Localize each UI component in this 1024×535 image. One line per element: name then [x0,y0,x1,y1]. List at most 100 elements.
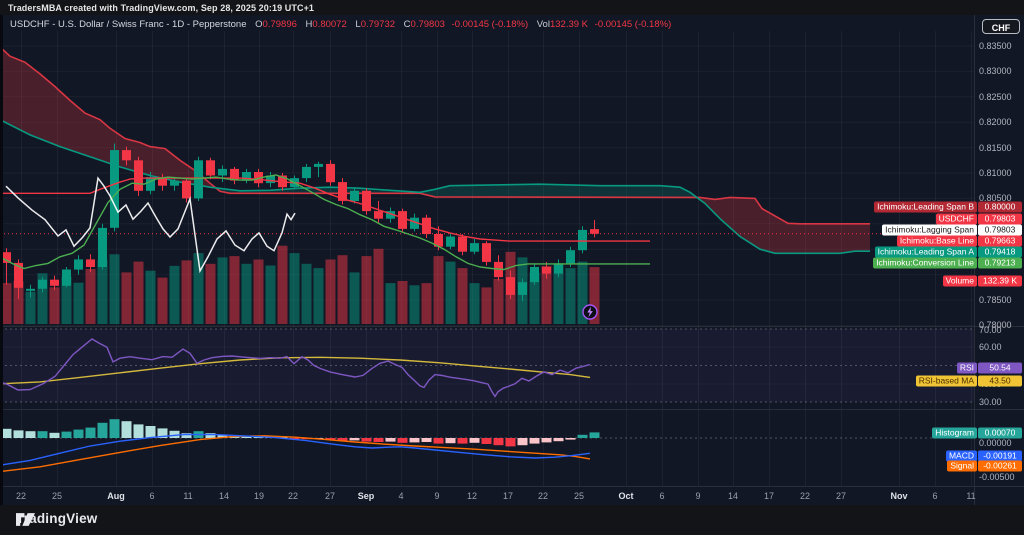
price-axis-label[interactable]: 0.83000 [979,66,1012,76]
price-axis-label[interactable]: 0.81000 [979,168,1012,178]
price-overlay-value-chip: 0.79803 [978,224,1022,236]
footer-bar: TradingView [0,505,1024,535]
rsi-axis-label[interactable]: 30.00 [979,397,1002,407]
price-axis-label[interactable]: 0.81500 [979,143,1012,153]
time-axis-label[interactable]: 19 [253,491,265,501]
macd-overlay-label-row: Signal -0.00261 [947,460,1022,472]
price-overlay-value-chip: 0.79803 [978,213,1022,225]
macd-overlay-name-chip[interactable]: MACD [945,450,977,462]
price-axis-label[interactable]: 0.83500 [979,41,1012,51]
time-axis-label[interactable]: 11 [183,491,193,501]
price-overlay-name-chip[interactable]: Volume [942,275,977,287]
high-value: 0.80072 [312,19,347,30]
price-overlay-label-row: USDCHF 0.79803 [935,213,1022,225]
open-value: 0.79896 [262,19,297,30]
time-axis-label[interactable]: 17 [763,491,775,501]
price-overlay-name-chip[interactable]: Ichimoku:Base Line [896,235,977,247]
macd-pane[interactable] [0,419,945,473]
volume-label: Vol [536,19,550,30]
time-axis-label[interactable]: 6 [932,491,938,501]
price-axis-label[interactable]: 0.82500 [979,92,1012,102]
price-axis-label[interactable]: 0.82000 [979,117,1012,127]
leading-span-b-line [0,46,870,225]
macd-overlay-value-chip: 0.00070 [978,427,1022,439]
time-axis-label[interactable]: 22 [287,491,299,501]
macd-overlay-name-chip[interactable]: Histogram [932,427,977,439]
rsi-axis-label[interactable]: 70.00 [979,325,1002,335]
macd-axis-label[interactable]: -0.00500 [979,472,1015,482]
leading-span-a-line [0,118,870,255]
price-pane[interactable] [0,46,974,325]
tradingview-brand[interactable]: TradingView [16,511,97,526]
time-axis-label[interactable]: 14 [218,491,230,501]
price-overlay-value-chip: 0.80000 [978,201,1022,213]
rsi-overlay-value-chip: 50.54 [978,362,1022,374]
rsi-overlay-value-chip: 43.50 [978,375,1022,387]
rsi-overlay-name-chip[interactable]: RSI-based MA [915,375,977,387]
macd-histogram [1,419,600,447]
open-label: O [255,19,263,30]
time-axis-label[interactable]: 27 [835,491,847,501]
brand-name: TradingView [16,511,98,526]
price-overlay-name-chip[interactable]: Ichimoku:Leading Span A [874,246,977,258]
time-axis-label[interactable]: 4 [398,491,404,501]
price-overlay-name-chip[interactable]: Ichimoku:Conversion Line [873,257,977,269]
rsi-overlay-label-row: RSI-based MA 43.50 [915,375,1022,387]
price-overlay-label-row: Ichimoku:Leading Span B 0.80000 [874,201,1022,213]
low-label: L [355,19,361,30]
time-axis-label[interactable]: 12 [466,491,478,501]
rsi-overlay-name-chip[interactable]: RSI [956,362,977,374]
boost-icon[interactable] [582,304,598,320]
price-axis-label[interactable]: 0.80500 [979,193,1012,203]
symbol-title[interactable]: USDCHF - U.S. Dollar / Swiss Franc - 1D … [10,19,247,30]
symbol-info-bar[interactable]: USDCHF - U.S. Dollar / Swiss Franc - 1D … [10,19,671,31]
left-edge [0,15,3,505]
time-axis-label[interactable]: 22 [799,491,811,501]
macd-overlay-label-row: Histogram 0.00070 [932,427,1022,439]
price-overlay-value-chip: 0.79418 [978,246,1022,258]
macd-overlay-value-chip: -0.00261 [978,460,1022,472]
time-axis-label[interactable]: 25 [51,491,63,501]
currency-toggle-button[interactable]: CHF [982,19,1020,34]
price-overlay-name-chip[interactable]: Ichimoku:Lagging Span [882,224,977,236]
macd-signal-line [0,435,591,473]
price-overlay-name-chip[interactable]: Ichimoku:Leading Span B [874,201,977,213]
time-axis-label[interactable]: Sep [357,491,375,501]
volume-value: 132.39 K [549,19,589,30]
time-axis-label[interactable]: 6 [659,491,665,501]
macd-overlay-name-chip[interactable]: Signal [947,460,977,472]
time-axis-label[interactable]: 9 [434,491,440,501]
time-axis-label[interactable]: Nov [890,491,908,501]
time-axis-label[interactable]: 22 [537,491,549,501]
time-axis-label[interactable]: 9 [695,491,701,501]
macd-overlay-value-chip: -0.00191 [978,450,1022,462]
macd-axis-label[interactable]: 0.00000 [979,438,1012,448]
base-line [0,177,650,242]
rsi-pane[interactable] [0,328,974,403]
time-axis-label[interactable]: 6 [149,491,155,501]
price-overlay-value-chip: 0.79663 [978,235,1022,247]
time-axis-label[interactable]: 25 [573,491,585,501]
price-axis-label[interactable]: 0.78000 [979,320,1012,330]
price-overlay-name-chip[interactable]: USDCHF [935,213,977,225]
close-label: C [403,19,411,30]
rsi-line [0,338,591,398]
time-axis-label[interactable]: Oct [618,491,634,501]
rsi-overlay-label-row: RSI 50.54 [956,362,1022,374]
time-axis-label[interactable]: 22 [15,491,27,501]
change-value: -0.00145 (-0.18%) [451,19,529,30]
price-overlay-label-row: Volume 132.39 K [942,275,1022,287]
price-overlay-label-row: Ichimoku:Conversion Line 0.79213 [873,257,1022,269]
time-axis-label[interactable]: Aug [107,491,125,501]
time-axis-label[interactable]: 14 [727,491,739,501]
watermark-text: TradersMBA created with TradingView.com,… [8,3,315,13]
macd-overlay-label-row: MACD -0.00191 [945,450,1022,462]
time-axis-label[interactable]: 11 [966,491,976,501]
time-axis-label[interactable]: 27 [324,491,336,501]
tradingview-logo-icon [16,513,35,526]
time-axis-label[interactable]: 17 [502,491,514,501]
rsi-axis-label[interactable]: 60.00 [979,342,1002,352]
price-axis-label[interactable]: 0.78500 [979,295,1012,305]
